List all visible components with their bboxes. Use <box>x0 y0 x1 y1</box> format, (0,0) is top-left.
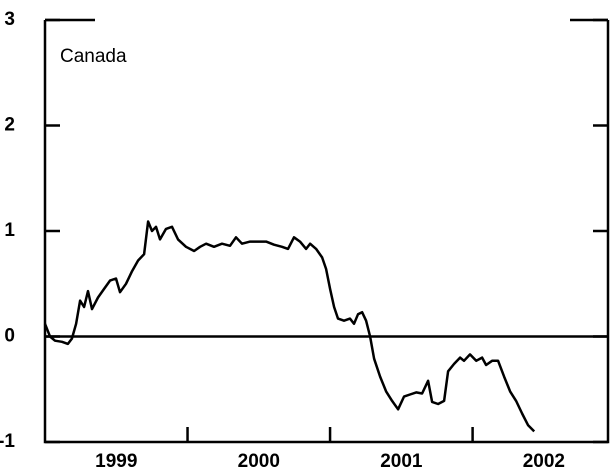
y-tick-label: 1 <box>4 220 15 241</box>
data-line <box>43 220 536 433</box>
x-tick-label: 2001 <box>380 451 423 472</box>
x-tick-label: 2002 <box>523 451 565 472</box>
y-tick-label: 3 <box>4 9 15 30</box>
x-tick-label: 2000 <box>238 451 280 472</box>
y-tick-label: -1 <box>0 431 15 452</box>
y-tick-label: 2 <box>4 115 15 136</box>
annotation: Canada <box>60 46 127 67</box>
x-tick-label: 1999 <box>95 451 137 472</box>
axes-frame <box>43 18 610 444</box>
y-tick-label: 0 <box>4 326 15 347</box>
